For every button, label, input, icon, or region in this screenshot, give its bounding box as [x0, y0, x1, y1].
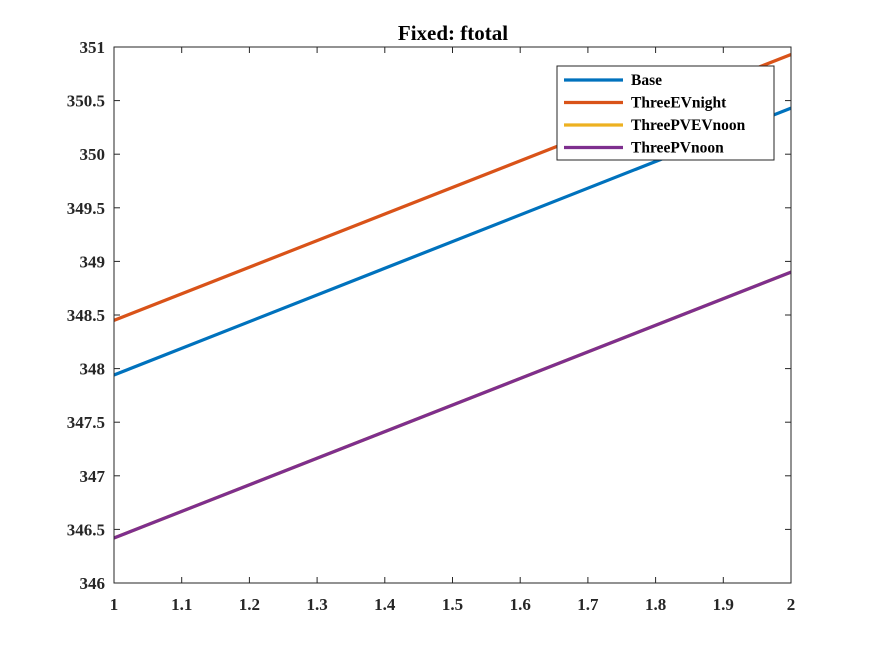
x-tick-label: 1.2	[239, 595, 260, 614]
x-tick-label: 1.8	[645, 595, 666, 614]
y-tick-label: 351	[80, 38, 106, 57]
y-tick-label: 350	[80, 145, 106, 164]
x-tick-label: 1.9	[713, 595, 734, 614]
legend-label-0: Base	[631, 72, 662, 89]
y-tick-label: 350.5	[67, 92, 105, 111]
legend-label-1: ThreeEVnight	[631, 95, 727, 112]
legend-box	[556, 65, 775, 161]
legend: Base ThreeEVnight ThreePVEVnoon ThreePVnoon	[556, 65, 775, 161]
x-tick-label: 1.3	[306, 595, 327, 614]
y-tick-label: 349.5	[67, 199, 105, 218]
y-tick-label: 346.5	[67, 520, 105, 539]
chart-title: Fixed: ftotal	[398, 21, 508, 45]
y-tick-label: 347.5	[67, 413, 105, 432]
legend-label-2: ThreePVEVnoon	[631, 117, 746, 134]
series-line-3	[114, 270, 791, 540]
x-tick-label: 1	[110, 595, 119, 614]
x-tick-label: 1.5	[442, 595, 463, 614]
x-tick-label: 2	[787, 595, 796, 614]
x-tick-label: 1.7	[577, 595, 599, 614]
legend-label-3: ThreePVnoon	[631, 140, 724, 157]
x-tick-label: 1.1	[171, 595, 192, 614]
y-tick-label: 348.5	[67, 306, 105, 325]
ticks-layer: 1 1.1 1.2 1.3 1.4 1.5 1.6 1.7 1.8 1.9 2 346 346.5 347…	[67, 38, 796, 614]
y-tick-label: 349	[80, 252, 106, 271]
y-tick-label: 346	[80, 574, 106, 593]
y-tick-label: 348	[80, 360, 106, 379]
x-tick-label: 1.6	[510, 595, 531, 614]
y-tick-label: 347	[80, 467, 106, 486]
x-tick-label: 1.4	[374, 595, 396, 614]
